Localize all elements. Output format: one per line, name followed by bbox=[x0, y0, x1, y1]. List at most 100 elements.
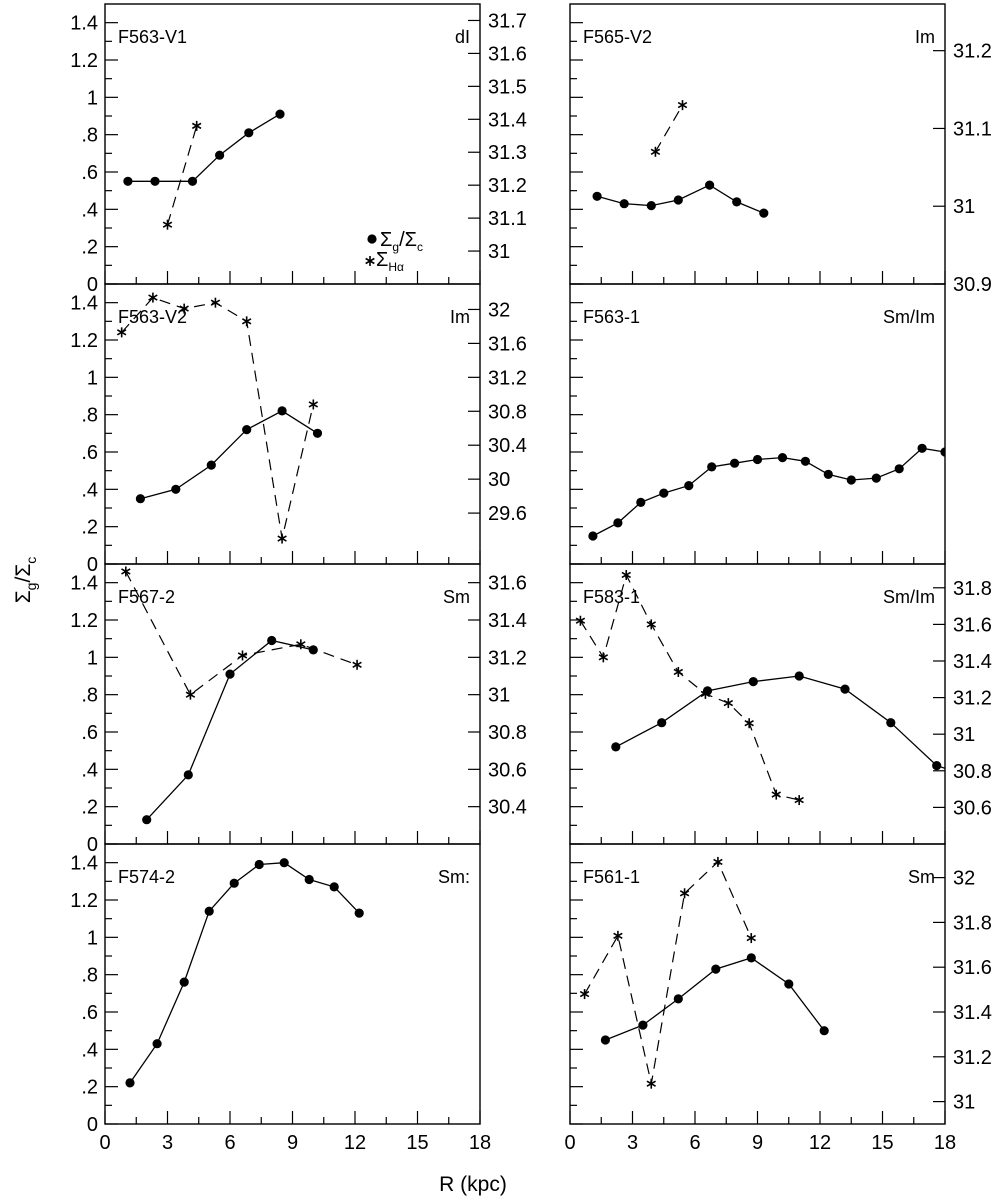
y-tick-label: .4 bbox=[81, 1039, 98, 1061]
gas-ratio-point bbox=[784, 979, 794, 989]
halpha-point bbox=[185, 689, 196, 700]
y-tick-label: 0 bbox=[87, 274, 98, 296]
galaxy-type: Sm: bbox=[438, 867, 470, 887]
gas-ratio-point bbox=[204, 906, 214, 916]
right-axis-tick-label: 30.4 bbox=[488, 797, 527, 819]
galaxy-name: F563-V1 bbox=[118, 27, 187, 47]
gas-ratio-point bbox=[152, 1039, 162, 1049]
gas-ratio-point bbox=[354, 908, 364, 918]
plot-area bbox=[116, 292, 323, 544]
y-tick-label: 1.4 bbox=[70, 13, 98, 35]
gas-ratio-point bbox=[304, 874, 314, 885]
right-axis-tick-label: 31 bbox=[953, 196, 975, 218]
y-tick-label: .6 bbox=[81, 162, 98, 184]
right-axis-tick-label: 31.4 bbox=[488, 610, 527, 632]
gas-ratio-point bbox=[215, 150, 225, 160]
right-axis-tick-label: 31 bbox=[953, 1092, 975, 1114]
y-tick-label: .6 bbox=[81, 722, 98, 744]
plot-area bbox=[592, 100, 769, 218]
gas-ratio-point bbox=[886, 718, 896, 728]
halpha-point bbox=[148, 292, 158, 303]
halpha-point bbox=[646, 1078, 656, 1089]
panel-f563-v2: 0 .2 .4 .6 .8 1 1.2 1.4 29.6 30 30.4 30.8 31.2 31.6 32… bbox=[70, 283, 527, 576]
y-tick-label: .2 bbox=[81, 797, 98, 819]
legend-ratio-marker bbox=[367, 234, 377, 244]
y-tick-label: .2 bbox=[81, 237, 98, 259]
gas-ratio-point bbox=[206, 460, 216, 470]
right-axis-tick-label: 30.8 bbox=[488, 722, 527, 744]
plot-area bbox=[123, 109, 285, 230]
gas-ratio-point bbox=[684, 481, 694, 491]
gas-ratio-point bbox=[707, 462, 717, 472]
right-axis-tick-label: 30.6 bbox=[488, 759, 527, 781]
galaxy-name: F563-1 bbox=[583, 307, 640, 327]
gas-ratio-point bbox=[840, 684, 850, 694]
gas-ratio-point bbox=[275, 109, 285, 119]
halpha-point bbox=[746, 933, 756, 944]
gas-ratio-point bbox=[600, 1035, 611, 1045]
halpha-point bbox=[237, 650, 248, 661]
gas-ratio-line bbox=[129, 862, 360, 1084]
halpha-point bbox=[241, 316, 252, 327]
y-tick-label: 1 bbox=[87, 87, 98, 109]
gas-ratio-point bbox=[932, 761, 942, 771]
gas-ratio-point bbox=[329, 882, 339, 892]
gas-ratio-point bbox=[823, 469, 833, 479]
panel-f583-1: 30.6 30.8 31 31.2 31.4 31.6 31.8 F583-1 Sm/Im bbox=[569, 563, 992, 845]
panel-f565-v2: 30.9 31 31.1 31.2 F565-V2 Im bbox=[569, 3, 992, 296]
y-tick-label: .6 bbox=[81, 442, 98, 464]
right-axis-tick-label: 31.1 bbox=[488, 208, 527, 230]
y-tick-label: 1.2 bbox=[70, 50, 98, 72]
y-tick-label: 1 bbox=[87, 927, 98, 949]
panel-f563-v1: 0 .2 .4 .6 .8 1 1.2 1.4 31 31.1 31.2 31.3 31.4 31.5 31… bbox=[70, 3, 527, 296]
x-tick-label: 18 bbox=[934, 1132, 956, 1154]
right-axis-tick-label: 30.8 bbox=[953, 761, 992, 783]
gas-ratio-point bbox=[171, 484, 181, 494]
halpha-point bbox=[646, 619, 656, 630]
gas-ratio-point bbox=[819, 1026, 829, 1036]
gas-ratio-line bbox=[140, 410, 318, 500]
galaxy-name: F567-2 bbox=[118, 587, 175, 607]
gas-ratio-point bbox=[917, 443, 927, 453]
x-tick-label: 3 bbox=[627, 1132, 638, 1154]
x-tick-label: 3 bbox=[162, 1132, 173, 1154]
right-axis-tick-label: 30.4 bbox=[488, 435, 527, 457]
right-axis-tick-label: 32 bbox=[953, 868, 975, 890]
x-tick-label: 9 bbox=[287, 1132, 298, 1154]
y-tick-label: 1.2 bbox=[70, 330, 98, 352]
gas-ratio-point bbox=[244, 128, 254, 138]
gas-ratio-point bbox=[659, 488, 669, 498]
y-axis-title: Σg/Σc bbox=[12, 557, 39, 604]
x-tick-label: 6 bbox=[689, 1132, 700, 1154]
plot-area bbox=[588, 443, 945, 541]
gas-ratio-point bbox=[730, 458, 740, 468]
plot-area bbox=[579, 856, 829, 1089]
galaxy-type: Im bbox=[915, 27, 935, 47]
halpha-point bbox=[579, 989, 590, 1000]
halpha-point bbox=[613, 930, 623, 941]
halpha-point bbox=[191, 120, 202, 131]
gas-ratio-point bbox=[636, 497, 646, 507]
gas-ratio-point bbox=[794, 671, 804, 681]
gas-ratio-point bbox=[267, 635, 277, 646]
right-axis-tick-label: 31 bbox=[953, 724, 975, 746]
y-tick-label: 1 bbox=[87, 647, 98, 669]
legend-halpha-label: ΣHα bbox=[376, 249, 404, 274]
halpha-point bbox=[713, 856, 723, 867]
panel-f574-2: 0 .2 .4 .6 .8 1 1.2 1.4 0 3 6 9 12 15 18 F574-2 Sm: bbox=[70, 843, 491, 1154]
right-axis-tick-label: 31.2 bbox=[488, 175, 527, 197]
x-tick-label: 18 bbox=[469, 1132, 491, 1154]
right-axis-tick-label: 30 bbox=[488, 469, 510, 491]
x-tick-label: 12 bbox=[344, 1132, 366, 1154]
halpha-point bbox=[121, 566, 131, 577]
gas-ratio-point bbox=[588, 531, 598, 541]
y-tick-label: .2 bbox=[81, 517, 98, 539]
y-tick-label: 1.2 bbox=[70, 610, 98, 632]
galaxy-name: F574-2 bbox=[118, 867, 175, 887]
gas-ratio-point bbox=[142, 815, 152, 825]
right-axis-tick-label: 31.2 bbox=[488, 367, 527, 389]
right-axis-tick-label: 31.4 bbox=[488, 109, 527, 131]
right-axis-tick-label: 31.8 bbox=[953, 912, 992, 934]
